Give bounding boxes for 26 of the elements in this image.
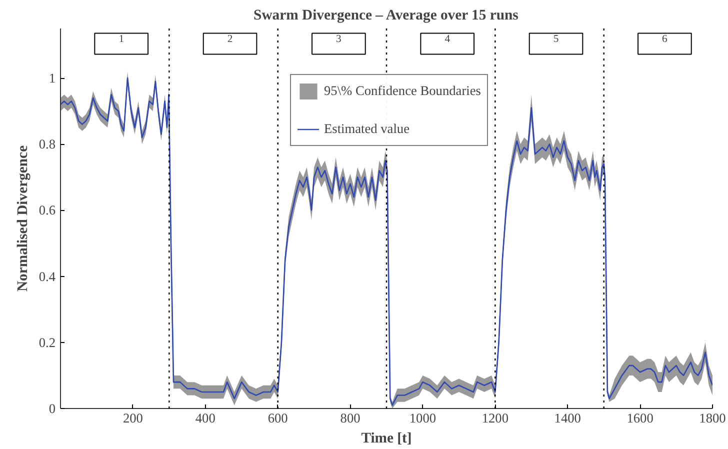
- legend-label: Estimated value: [324, 121, 410, 137]
- y-tick-label: 0: [48, 401, 56, 416]
- x-tick-label: 1400: [554, 410, 582, 426]
- annotation: 4: [444, 34, 451, 46]
- y-tick-label: 0.2: [38, 334, 56, 350]
- chart-title: Swarm Divergence – Average over 15 runs: [254, 8, 519, 24]
- y-tick-label: 0.6: [38, 202, 56, 218]
- annotation: 2: [227, 34, 233, 46]
- y-tick-label: 0.4: [38, 268, 56, 284]
- x-tick-label: 800: [340, 410, 361, 426]
- x-tick-label: 600: [268, 410, 288, 426]
- annotation: 5: [553, 34, 559, 46]
- annotation: 6: [662, 34, 668, 46]
- x-tick-label: 400: [195, 410, 216, 426]
- annotation: 1: [118, 34, 124, 46]
- x-tick-label: 1600: [626, 410, 654, 426]
- annotation: 3: [336, 34, 342, 46]
- y-tick-label: 1: [48, 70, 56, 86]
- y-tick-label: 0.8: [38, 136, 56, 152]
- x-tick-label: 1800: [699, 410, 726, 426]
- y-axis-title: Normalised Divergence: [14, 144, 31, 292]
- x-axis-title: Time [t]: [361, 430, 412, 446]
- x-tick-label: 200: [122, 410, 144, 426]
- x-tick-label: 1000: [409, 410, 436, 426]
- x-tick-label: 1200: [482, 410, 509, 426]
- legend-label: 95\% Confidence Boundaries: [324, 83, 481, 99]
